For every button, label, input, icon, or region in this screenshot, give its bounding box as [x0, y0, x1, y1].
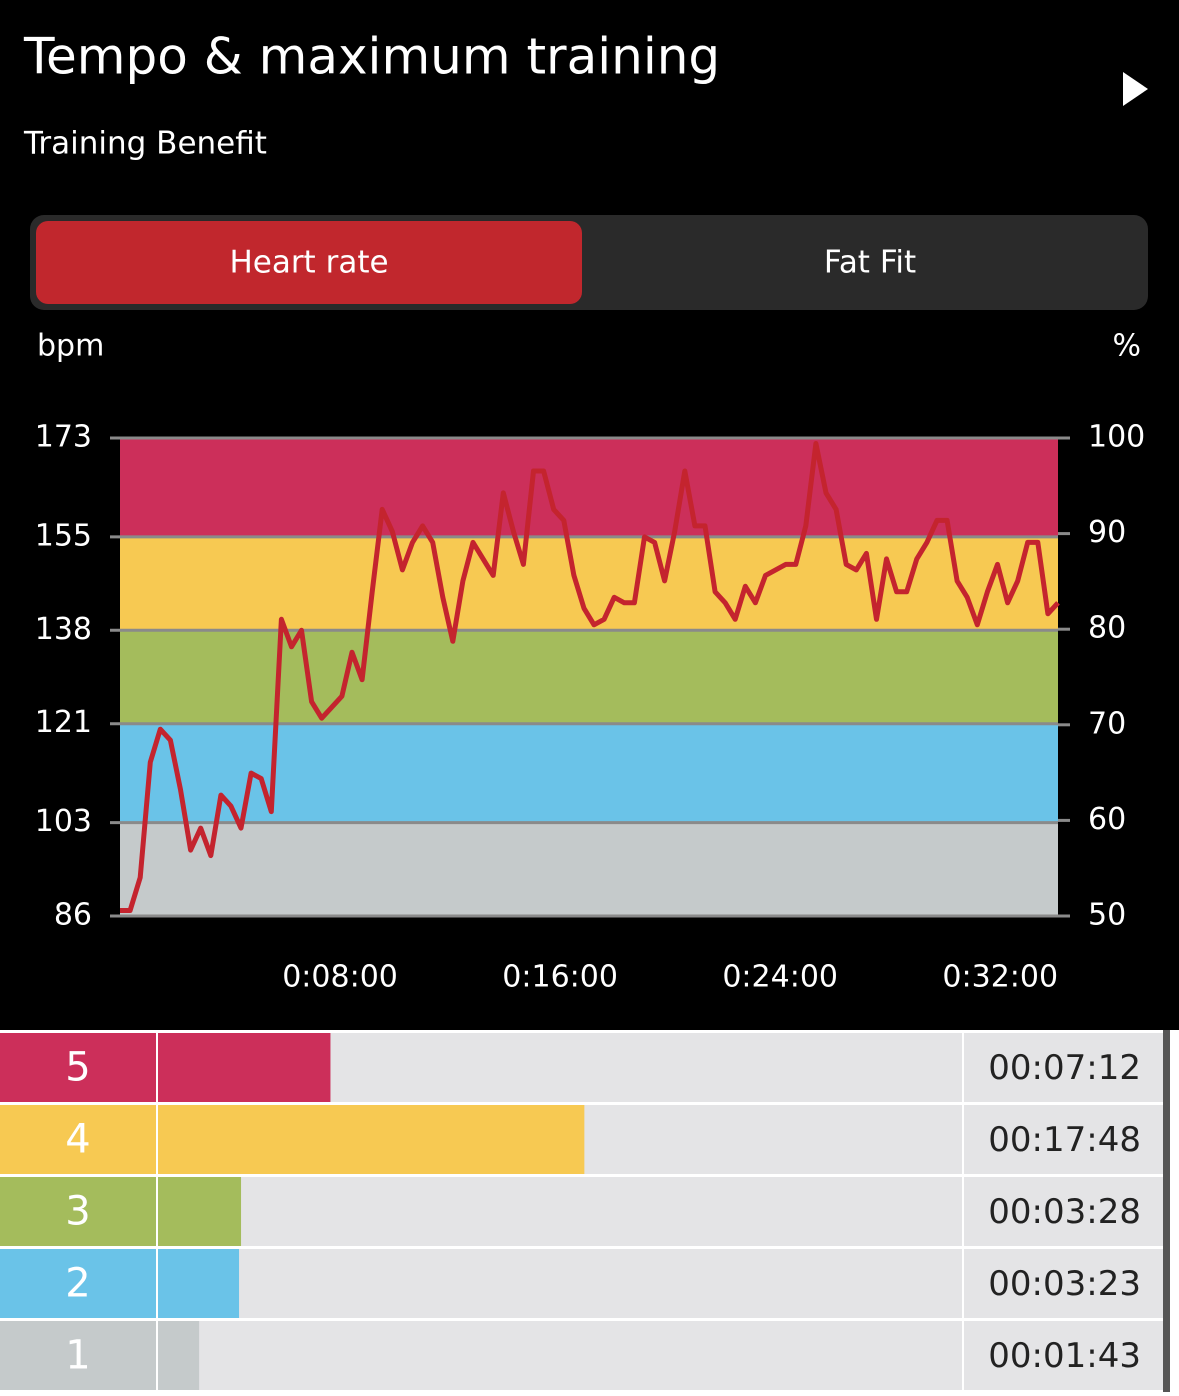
time-cell [964, 1105, 1163, 1174]
title: Tempo & maximum training [23, 28, 720, 86]
table-strip [1163, 1030, 1170, 1392]
bar [158, 1321, 200, 1390]
play-button[interactable] [1123, 72, 1148, 106]
x-tick-label: 0:08:00 [282, 960, 398, 995]
y-tick-label: 86 [54, 898, 92, 933]
zone-time: 00:03:23 [988, 1264, 1141, 1304]
bar [158, 1177, 242, 1246]
y-axis-label: bpm [37, 329, 104, 364]
y2-axis-label: % [1112, 329, 1141, 364]
bar-track [158, 1321, 962, 1390]
zone-label-cell [0, 1177, 156, 1246]
y2-tick-label: 80 [1088, 611, 1126, 646]
time-cell [964, 1321, 1163, 1390]
heart-rate-line [120, 441, 1060, 913]
x-tick-label: 0:24:00 [722, 960, 838, 995]
y2-tick-label: 60 [1088, 802, 1126, 837]
tab[interactable]: Fat Fit [824, 245, 916, 281]
time-cell [964, 1033, 1163, 1102]
x-tick-label: 0:32:00 [942, 960, 1058, 995]
zone-label-cell [0, 1033, 156, 1102]
zone-time: 00:17:48 [988, 1120, 1141, 1160]
zone-label-cell [0, 1105, 156, 1174]
y-tick-label: 173 [35, 420, 92, 455]
bar-track [158, 1249, 962, 1318]
y-tick-label: 155 [35, 518, 92, 553]
zone-band [120, 723, 1058, 823]
y-tick-label: 121 [35, 705, 92, 740]
subtitle: Training Benefit [23, 126, 267, 162]
y2-tick-label: 50 [1088, 898, 1126, 933]
y2-tick-label: 100 [1088, 420, 1145, 455]
zone-time: 00:03:28 [988, 1192, 1141, 1232]
zone-label-cell [0, 1321, 156, 1390]
zone-band [120, 822, 1058, 916]
zone-label-cell [0, 1249, 156, 1318]
y2-tick-label: 70 [1088, 706, 1126, 741]
x-tick-label: 0:16:00 [502, 960, 618, 995]
zone-time: 00:07:12 [988, 1048, 1141, 1088]
y-tick-label: 103 [35, 804, 92, 839]
bar-track [158, 1177, 962, 1246]
bar [158, 1033, 331, 1102]
time-cell [964, 1249, 1163, 1318]
y2-tick-label: 90 [1088, 515, 1126, 550]
zone-label: 3 [65, 1189, 90, 1235]
zone-time: 00:01:43 [988, 1336, 1141, 1376]
tab-active[interactable] [36, 221, 582, 304]
time-cell [964, 1177, 1163, 1246]
zone-band [120, 630, 1058, 724]
zone-label: 1 [65, 1333, 90, 1379]
zone-label: 5 [65, 1045, 90, 1091]
bar [158, 1249, 240, 1318]
zone-label: 2 [65, 1261, 90, 1307]
y-tick-label: 138 [35, 612, 92, 647]
zone-label: 4 [65, 1117, 90, 1163]
tab[interactable]: Heart rate [229, 245, 388, 281]
bar [158, 1105, 585, 1174]
zone-band [120, 438, 1058, 537]
